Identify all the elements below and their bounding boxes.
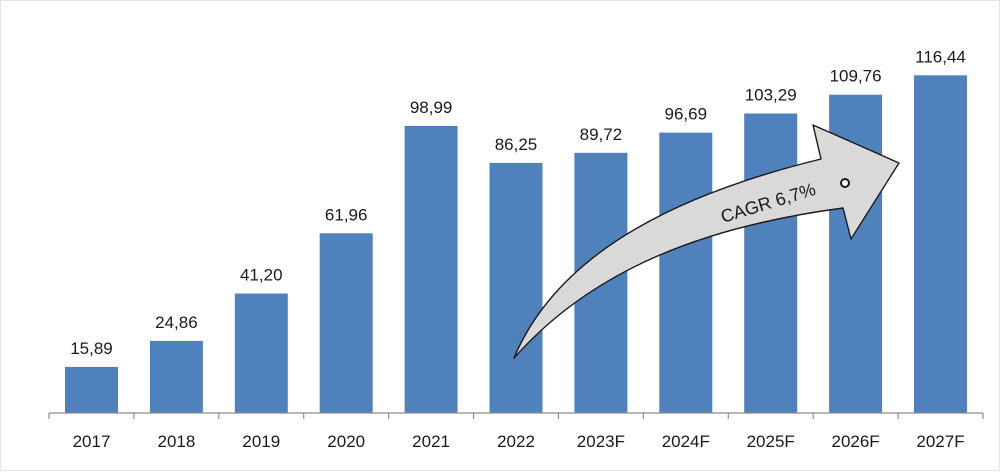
x-tick-label-2018: 2018 <box>157 432 195 451</box>
x-axis-tick-labels: 2017 2018 2019 2020 2021 2022 2023F 2024F 2025F 2… <box>73 432 965 451</box>
x-tick-label-2019: 2019 <box>242 432 280 451</box>
x-axis-ticks <box>48 413 984 419</box>
cagr-marker-dot <box>840 178 850 188</box>
data-label-2026f: 109,76 <box>830 67 882 86</box>
data-label-2024f: 96,69 <box>665 105 708 124</box>
bar-2025f <box>744 113 798 413</box>
x-tick-label-2017: 2017 <box>73 432 111 451</box>
bar-2027f <box>914 75 967 414</box>
x-tick-label-2020: 2020 <box>327 432 365 451</box>
cagr-arrow <box>513 124 900 359</box>
data-label-2023f: 89,72 <box>580 125 623 144</box>
x-tick-label-2027f: 2027F <box>916 432 964 451</box>
x-tick-label-2021: 2021 <box>412 432 450 451</box>
data-label-2018: 24,86 <box>155 313 198 332</box>
bars-layer <box>65 75 967 414</box>
bar-2024f <box>659 132 713 413</box>
value-labels-layer: 15,89 24,86 41,20 61,96 98,99 86,25 89,72 96,69… <box>70 47 966 358</box>
bar-2018 <box>149 340 203 413</box>
bar-2017 <box>65 366 118 413</box>
bar-2021 <box>404 125 458 414</box>
x-tick-label-2024f: 2024F <box>662 432 710 451</box>
x-tick-label-2023f: 2023F <box>577 432 625 451</box>
data-label-2027f: 116,44 <box>915 47 966 66</box>
data-label-2019: 41,20 <box>240 266 283 285</box>
data-label-2025f: 103,29 <box>745 86 797 105</box>
data-label-2017: 15,89 <box>70 339 113 358</box>
bar-2022 <box>489 162 543 413</box>
x-tick-label-2026f: 2026F <box>831 432 879 451</box>
x-tick-label-2022: 2022 <box>497 432 535 451</box>
data-label-2020: 61,96 <box>325 205 368 224</box>
data-label-2022: 86,25 <box>495 135 538 154</box>
x-tick-label-2025f: 2025F <box>747 432 795 451</box>
bar-2019 <box>234 293 288 413</box>
bar-2020 <box>319 233 373 413</box>
cagr-annotation: CAGR 6,7% <box>513 124 900 359</box>
data-label-2021: 98,99 <box>410 98 453 117</box>
